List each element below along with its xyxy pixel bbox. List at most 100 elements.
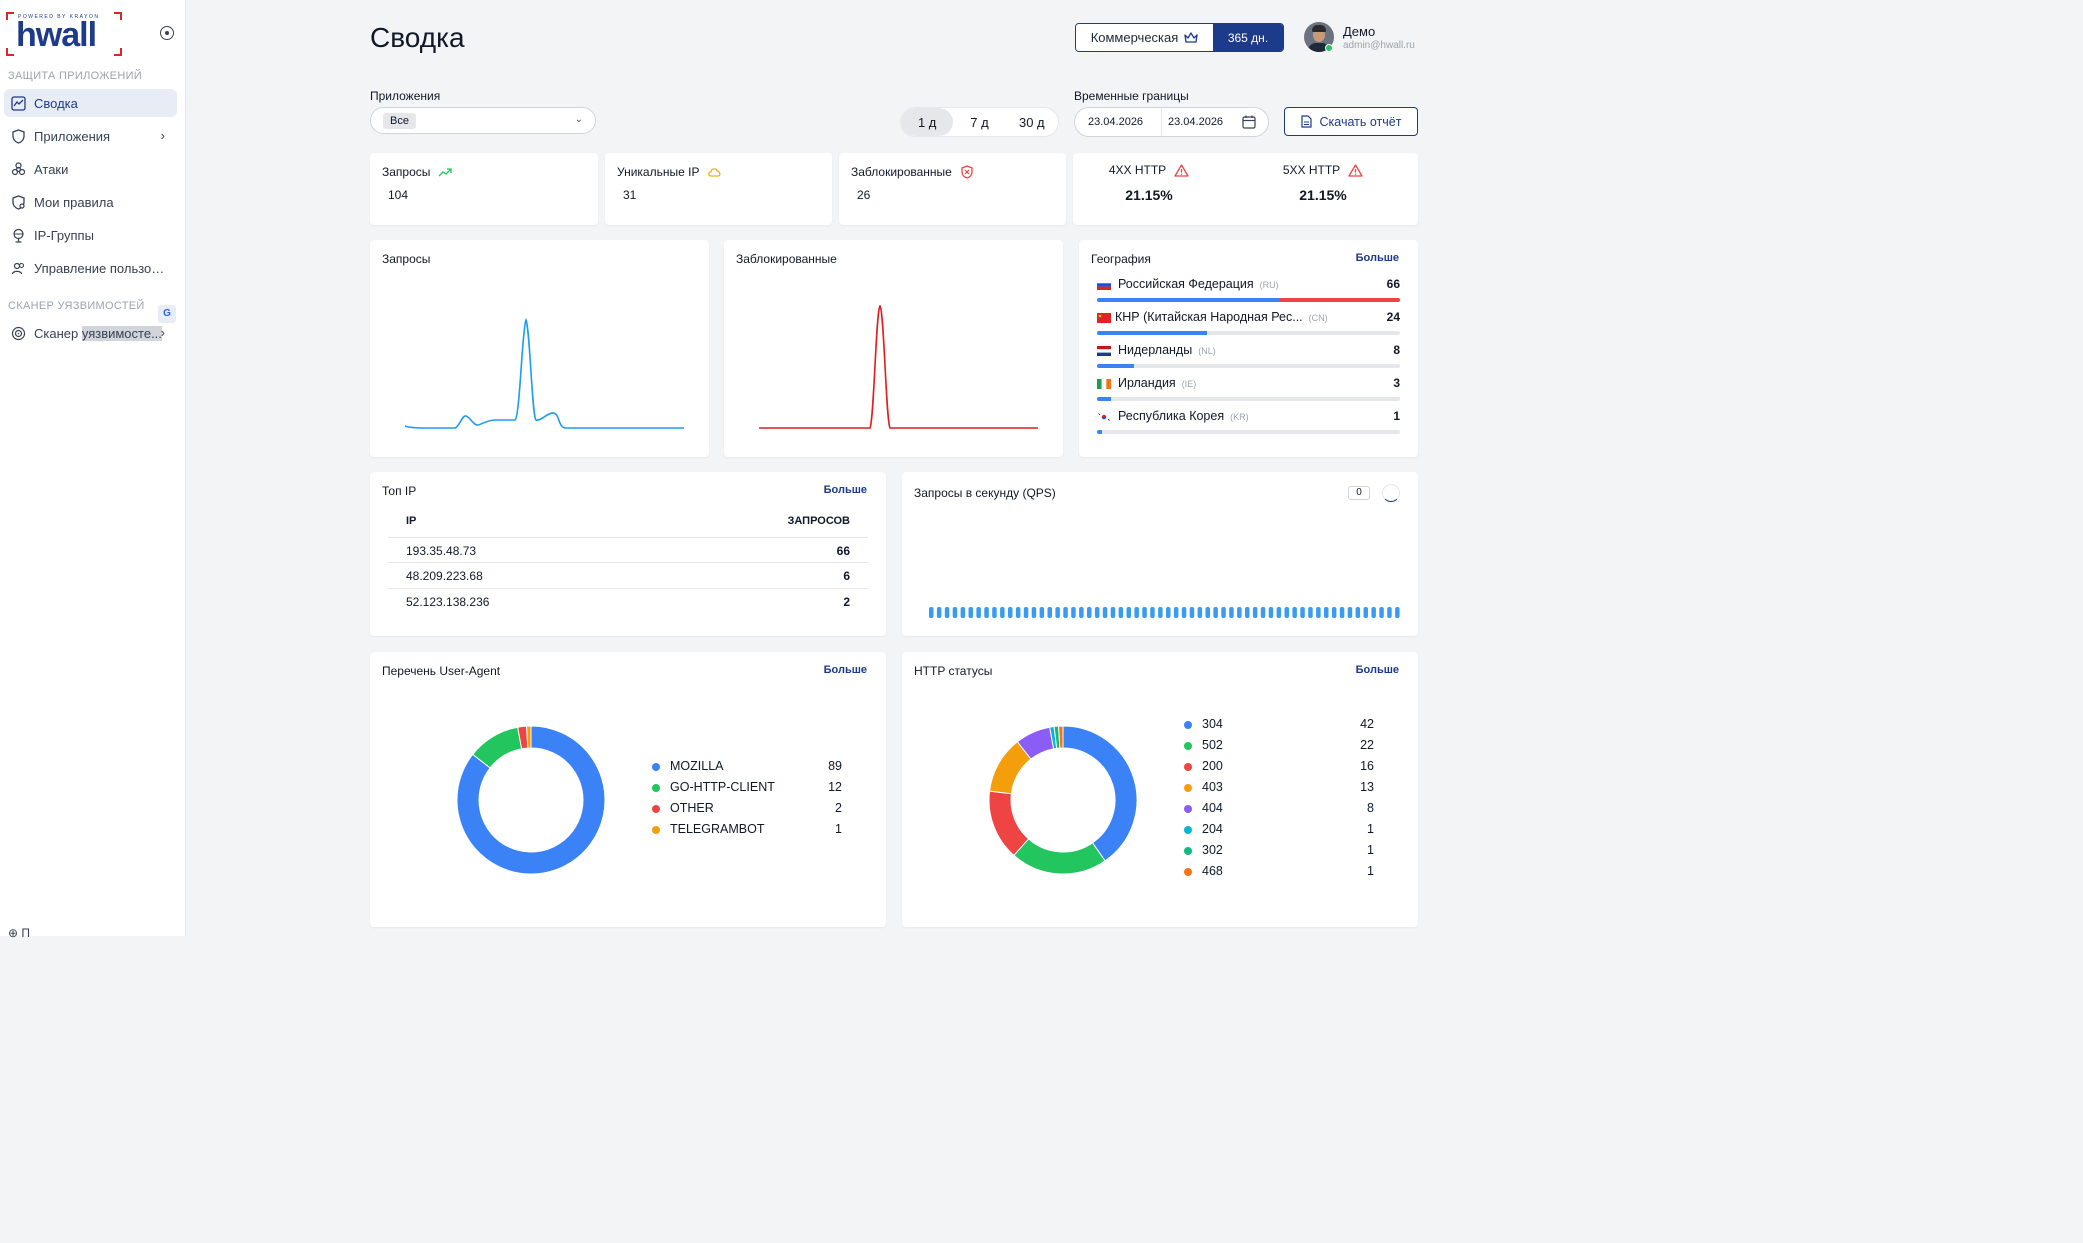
donut-slice[interactable]: [526, 725, 532, 749]
sidebar-item-ip-groups[interactable]: IP-Группы: [4, 221, 177, 249]
legend-item[interactable]: TELEGRAMBOT 1: [652, 822, 842, 838]
chart-title: Запросы: [382, 252, 431, 266]
table-row[interactable]: 52.123.138.236 2: [388, 588, 868, 614]
qps-bar: [1071, 607, 1076, 618]
qps-bar: [1316, 607, 1321, 618]
flag-kr-icon: [1097, 412, 1111, 422]
apps-select-value: Все: [383, 113, 416, 129]
donut-slice[interactable]: [1062, 725, 1138, 862]
sidebar-item-label: IP-Группы: [34, 227, 94, 243]
sidebar-bottom-item[interactable]: ⊕ П: [8, 926, 31, 940]
sidebar-item-my-rules[interactable]: Мои правила: [4, 188, 177, 216]
sidebar-item-users[interactable]: Управление пользов...: [4, 254, 177, 282]
qps-bar: [929, 607, 934, 618]
hwall-logo[interactable]: POWERED BY KRAYON hwall: [6, 12, 122, 56]
legend-dot: [652, 784, 660, 792]
qps-bar: [1276, 607, 1282, 618]
legend-item[interactable]: GO-HTTP-CLIENT 12: [652, 780, 842, 796]
chevron-down-icon: ⌄: [574, 114, 583, 125]
qps-bar: [1094, 607, 1100, 618]
geo-more-link[interactable]: Больше: [1355, 252, 1399, 264]
loading-spinner-icon: [1382, 484, 1400, 502]
qps-card: Запросы в секунду (QPS) 0: [902, 472, 1418, 636]
qps-bar: [1015, 607, 1021, 618]
qps-bar: [1134, 607, 1139, 618]
license-plan[interactable]: Коммерческая 365 дн.: [1075, 23, 1284, 52]
legend-item[interactable]: 403 13: [1184, 780, 1374, 796]
qps-bar: [1079, 607, 1084, 618]
qps-bar: [1166, 607, 1171, 618]
qps-bar: [936, 607, 942, 618]
http-status-donut-chart: [988, 725, 1138, 875]
legend-dot: [1184, 805, 1192, 813]
top-ip-more-link[interactable]: Больше: [823, 484, 867, 496]
logo-tagline: POWERED BY KRAYON: [18, 14, 100, 20]
sidebar-item-apps[interactable]: Приложения ›: [4, 122, 177, 150]
legend-item[interactable]: MOZILLA 89: [652, 759, 842, 775]
qps-bar: [1008, 607, 1013, 618]
legend-item[interactable]: 468 1: [1184, 864, 1374, 880]
scan-icon: [10, 325, 26, 341]
stat-card-unique-ip: Уникальные IP 31: [605, 153, 832, 225]
date-from[interactable]: 23.04.2026: [1075, 108, 1162, 136]
legend-item[interactable]: 304 42: [1184, 717, 1374, 733]
legend-item[interactable]: 204 1: [1184, 822, 1374, 838]
sidebar-item-summary[interactable]: Сводка: [4, 89, 177, 117]
qps-bar: [1371, 607, 1376, 618]
donut-slice[interactable]: [456, 725, 606, 875]
shield-icon: [10, 128, 26, 144]
period-7d[interactable]: 7 д: [970, 114, 989, 130]
http-status-more-link[interactable]: Больше: [1355, 664, 1399, 676]
shield-gear-icon: [10, 194, 26, 210]
qps-bar: [1118, 607, 1124, 618]
card-title: Перечень User-Agent: [382, 664, 501, 678]
qps-bar: [1300, 607, 1305, 618]
legend-item[interactable]: 200 16: [1184, 759, 1374, 775]
qps-bar: [1245, 607, 1250, 618]
trend-up-icon: [438, 168, 453, 177]
qps-bar: [1252, 607, 1258, 618]
table-row[interactable]: 48.209.223.68 6: [388, 562, 868, 588]
period-30d[interactable]: 30 д: [1018, 114, 1045, 130]
date-range-picker[interactable]: 23.04.2026 23.04.2026: [1074, 107, 1269, 137]
http-5xx: 5XX HTTP 21.15%: [1263, 163, 1383, 203]
donut-slice[interactable]: [1013, 838, 1106, 875]
plan-name: Коммерческая: [1076, 24, 1213, 51]
period-1d[interactable]: 1 д: [901, 108, 954, 136]
globe-icon: ⊕: [8, 926, 19, 940]
qps-bar: [968, 607, 973, 618]
qps-bar: [1355, 607, 1361, 618]
qps-bar: [1395, 607, 1400, 618]
http-4xx: 4XX HTTP 21.15%: [1089, 163, 1209, 203]
card-title: Топ IP: [382, 484, 417, 498]
card-title: Запросы в секунду (QPS): [914, 486, 1056, 500]
date-to[interactable]: 23.04.2026: [1168, 116, 1224, 128]
legend-dot: [1184, 826, 1192, 834]
biohazard-icon: [10, 161, 26, 177]
legend-item[interactable]: 404 8: [1184, 801, 1374, 817]
sidebar-collapse-icon[interactable]: [160, 26, 174, 40]
download-report-button[interactable]: Скачать отчёт: [1284, 107, 1418, 136]
legend-item[interactable]: 502 22: [1184, 738, 1374, 754]
legend-item[interactable]: OTHER 2: [652, 801, 842, 817]
legend-item[interactable]: 302 1: [1184, 843, 1374, 859]
donut-slice[interactable]: [1058, 725, 1064, 749]
sidebar-item-attacks[interactable]: Атаки: [4, 155, 177, 183]
legend-dot: [652, 805, 660, 813]
sidebar-item-scanner[interactable]: Сканер уязвимосте... ›: [4, 319, 177, 347]
qps-value-badge: 0: [1348, 486, 1370, 500]
qps-bar: [1237, 607, 1242, 618]
qps-bar: [1110, 607, 1116, 618]
table-row[interactable]: 193.35.48.73 66: [388, 537, 868, 563]
qps-bar: [1339, 607, 1345, 618]
user-name[interactable]: Демо: [1343, 24, 1376, 39]
user-agent-more-link[interactable]: Больше: [823, 664, 867, 676]
stat-card-blocked: Заблокированные 26: [839, 153, 1066, 225]
translate-icon[interactable]: G: [158, 305, 176, 323]
qps-bar: [1142, 607, 1147, 618]
legend-value: 1: [1367, 843, 1374, 857]
sidebar-item-label: Мои правила: [34, 194, 114, 210]
donut-slice[interactable]: [988, 790, 1030, 857]
globe-icon: [10, 227, 26, 243]
apps-select[interactable]: Все ⌄: [370, 107, 596, 134]
